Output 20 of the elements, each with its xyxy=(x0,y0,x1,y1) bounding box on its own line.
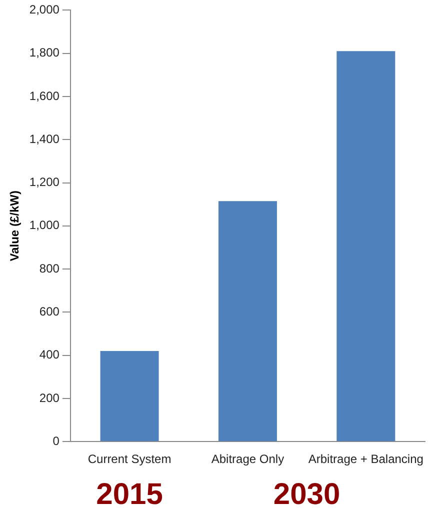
y-tick-label: 2,000 xyxy=(29,2,60,17)
y-tick-label: 1,800 xyxy=(29,46,60,60)
text: 2015 xyxy=(96,478,163,512)
bar xyxy=(100,351,159,442)
y-tick-label: 400 xyxy=(39,348,60,362)
y-tick-label: 800 xyxy=(39,261,60,276)
bar xyxy=(218,201,277,442)
y-tick-label: 200 xyxy=(39,390,60,405)
text: 2030 xyxy=(273,478,340,512)
bar xyxy=(336,51,396,442)
x-tick-label: Abitrage Only xyxy=(211,452,284,466)
y-tick-label: 1,600 xyxy=(29,88,60,103)
y-axis-title: Value (£/kW) xyxy=(8,190,22,262)
x-tick-label: Current System xyxy=(88,452,172,466)
y-tick-label: 1,200 xyxy=(29,175,60,190)
y-tick-label: 600 xyxy=(39,304,60,318)
y-tick-label: 1,000 xyxy=(29,218,60,232)
x-tick-label: Arbitrage + Balancing xyxy=(308,452,424,466)
y-tick-label: 1,400 xyxy=(29,132,60,146)
y-tick-label: 0 xyxy=(52,434,60,448)
